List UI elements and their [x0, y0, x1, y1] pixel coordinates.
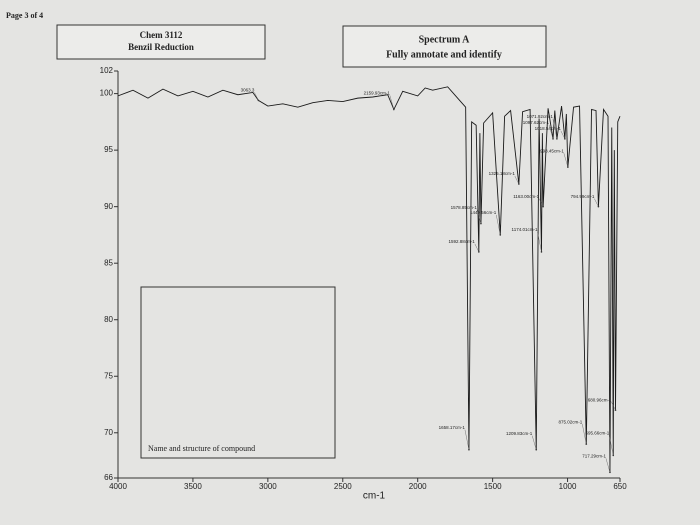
x-tick-label: 1500	[484, 482, 502, 491]
annotation-label: 2159.93cm-1	[364, 91, 391, 96]
annotation-leader	[532, 435, 537, 450]
annotation-point	[468, 448, 470, 451]
annotation-point	[597, 205, 600, 208]
x-tick-label: 650	[613, 482, 627, 491]
annotation-leader	[464, 429, 470, 450]
instruction: Fully annotate and identify	[386, 49, 502, 60]
annotation-leader	[582, 424, 587, 445]
y-tick-label: 95	[104, 145, 113, 154]
annotation-label: 1097.62cm-1	[523, 120, 550, 125]
annotation-label: 695.66cm-1	[585, 431, 609, 436]
annotation-label: 680.96cm-1	[588, 397, 612, 402]
annotation-point	[609, 471, 611, 474]
annotation-label: 1018.54cm-1	[535, 126, 562, 131]
annotation-label: 1325.18cm-1	[489, 171, 516, 176]
annotation-label: 1209.83cm-1	[506, 431, 533, 436]
y-tick-label: 102	[100, 66, 114, 75]
annotation-label: 1071.92cm-1	[527, 114, 554, 119]
x-tick-label: 3000	[259, 482, 277, 491]
x-tick-label: 4000	[109, 482, 127, 491]
annotation-point	[614, 409, 617, 411]
annotation-point	[257, 99, 260, 102]
annotation-leader	[254, 92, 259, 101]
y-tick-label: 66	[104, 473, 113, 482]
y-tick-label: 75	[104, 371, 113, 380]
annotation-leader	[548, 124, 554, 139]
header-box-left	[56, 24, 266, 60]
annotation-point	[567, 166, 569, 168]
annotation-leader	[496, 214, 501, 235]
annotation-leader	[537, 231, 542, 252]
annotation-leader	[552, 118, 558, 139]
y-tick-label: 70	[104, 428, 113, 437]
course-label: Chem 3112	[140, 30, 183, 40]
y-tick-label: 80	[104, 315, 113, 324]
annotation-point	[518, 183, 520, 185]
annotation-point	[478, 251, 480, 253]
annotation-label: 1592.88cm-1	[449, 239, 476, 244]
annotation-leader	[605, 458, 611, 473]
annotation-point	[393, 108, 395, 111]
spectrum-label: Spectrum A	[419, 34, 471, 45]
annotation-point	[585, 443, 588, 445]
annotation-label: 1449.56cm-1	[470, 210, 497, 215]
x-tick-label: 1000	[559, 482, 577, 491]
y-tick-label: 90	[104, 202, 113, 211]
x-axis-label: cm-1	[363, 491, 386, 502]
annotation-leader	[609, 435, 614, 456]
annotation-label: 3063.3	[241, 88, 255, 93]
spectrum-line	[117, 86, 621, 473]
annotation-label: 1163.00cm-1	[513, 194, 539, 199]
annotation-point	[556, 138, 558, 140]
annotation-label: 875.02cm-1	[559, 419, 583, 424]
annotation-label: 1658.17cm-1	[439, 425, 466, 430]
annotation-point	[612, 454, 615, 457]
header-box-right	[342, 25, 547, 68]
annotation-label: 1578.85cm-1	[451, 205, 478, 210]
annotation-leader	[476, 209, 482, 224]
x-tick-label: 2500	[334, 482, 352, 491]
x-tick-label: 3500	[184, 482, 202, 491]
annotation-leader	[563, 153, 569, 168]
x-tick-label: 2000	[409, 482, 427, 491]
annotation-leader	[560, 130, 566, 139]
page-label: Page 3 of 4	[6, 11, 43, 20]
annotation-leader	[514, 175, 520, 185]
annotation-point	[535, 448, 538, 451]
annotation-leader	[389, 95, 395, 110]
annotation-leader	[611, 402, 616, 411]
annotation-label: 1174.01cm-1	[512, 227, 538, 232]
experiment-label: Benzil Reduction	[128, 42, 194, 52]
annotation-label: 717.29cm-1	[582, 454, 606, 459]
y-tick-label: 85	[104, 258, 113, 267]
annotation-point	[499, 234, 502, 236]
answer-box	[140, 286, 336, 459]
annotation-leader	[474, 243, 480, 252]
annotation-point	[480, 222, 482, 225]
annotation-leader	[538, 198, 544, 207]
annotation-point	[542, 205, 544, 208]
annotation-point	[564, 138, 566, 140]
annotation-label: 998.45cm-1	[540, 148, 564, 153]
y-tick-label: 100	[100, 89, 114, 98]
annotation-label: 794.99cm-1	[571, 194, 595, 199]
annotation-leader	[594, 198, 599, 207]
annotation-point	[540, 251, 543, 253]
annotation-point	[552, 138, 554, 140]
plot: 66 70 75 80 85 90 95 100 102 4000 3500 3000 2500 2000…	[100, 66, 628, 502]
answer-box-label: Name and structure of compound	[148, 444, 255, 453]
